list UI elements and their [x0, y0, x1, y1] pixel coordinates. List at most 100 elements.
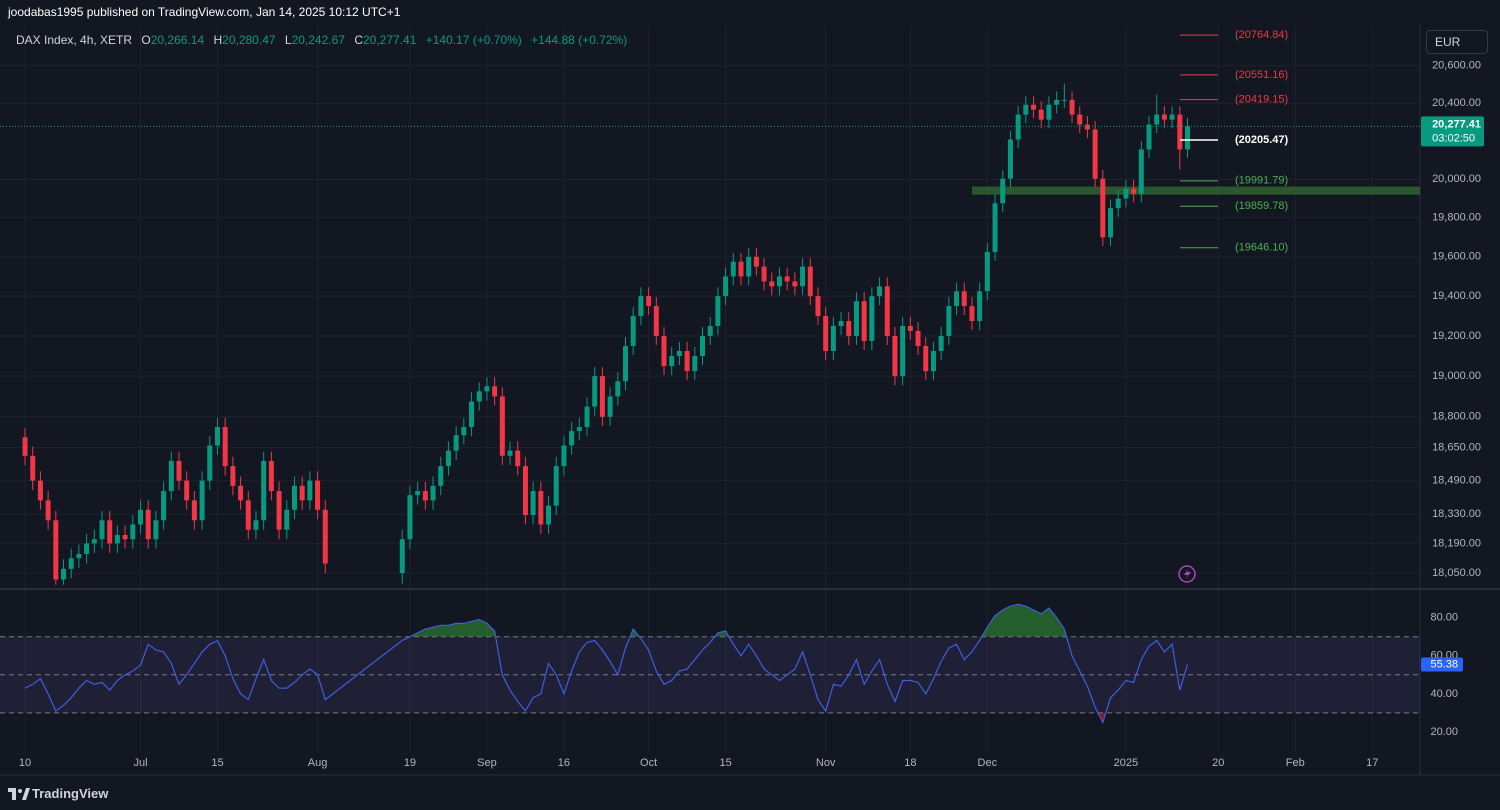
candle-body: [784, 276, 790, 282]
candle-body: [1115, 198, 1121, 209]
price-level-label: (20205.47): [1235, 134, 1289, 146]
candle-body: [1069, 99, 1075, 115]
candle-body: [977, 291, 983, 322]
candle-body: [661, 335, 667, 367]
rsi-tick-label: 20.00: [1430, 726, 1458, 738]
candle-body: [869, 296, 875, 341]
ohlc-value: 20,280.47: [222, 33, 276, 47]
candle-body: [954, 291, 960, 307]
countdown: 03:02:50: [1432, 132, 1475, 144]
candle-body: [1092, 129, 1098, 179]
x-tick-label: 15: [719, 757, 731, 769]
candle-body: [476, 391, 482, 402]
candle-body: [877, 286, 883, 297]
x-tick-label: Dec: [978, 757, 998, 769]
x-tick-label: Aug: [308, 757, 328, 769]
y-tick-label: 20,000.00: [1432, 173, 1481, 185]
y-tick-label: 19,800.00: [1432, 212, 1481, 224]
candle-body: [61, 568, 67, 580]
rsi-tick-label: 80.00: [1430, 612, 1458, 624]
candle-body: [415, 491, 421, 496]
candle-body: [315, 480, 321, 510]
axes: 10 Jul 15 Aug 19 Sep 16 Oct 15 Nov 18 Dec 2025 20 Feb 1…: [19, 29, 1484, 769]
candle-body: [184, 480, 190, 501]
candle-body: [807, 266, 813, 297]
candle-body: [776, 276, 782, 287]
candle-body: [1169, 114, 1175, 120]
candle-body: [723, 276, 729, 297]
candle-body: [915, 330, 921, 346]
candle-body: [276, 491, 282, 530]
candle-body: [1177, 114, 1183, 150]
y-tick-label: 20,400.00: [1432, 97, 1481, 109]
price-level-label: (19991.79): [1235, 175, 1288, 187]
x-tick-label: 10: [19, 757, 31, 769]
candle-body: [1185, 126, 1191, 150]
ohlc-value: 20,277.41: [362, 33, 417, 47]
candle-body: [137, 509, 144, 525]
change: +140.17 (+0.70%): [425, 33, 522, 47]
alert-icon[interactable]: [1178, 565, 1196, 583]
candle-body: [607, 396, 613, 417]
candle-body: [669, 356, 675, 367]
x-tick-label: 15: [211, 757, 223, 769]
candle-body: [599, 376, 605, 417]
candle-body: [846, 321, 852, 336]
candle-body: [738, 261, 744, 277]
candle-body: [569, 431, 575, 446]
candle-body: [699, 335, 705, 357]
candle-body: [538, 491, 544, 525]
candle-body: [638, 296, 644, 317]
price-level-label: (20764.84): [1235, 29, 1288, 41]
x-tick-label: Jul: [133, 757, 147, 769]
candle-body: [445, 450, 451, 467]
y-tick-label: 18,650.00: [1432, 441, 1481, 453]
legend: DAX Index, 4h, XETR O20,266.14 H20,280.4…: [16, 32, 627, 48]
candle-body: [1015, 114, 1021, 140]
ohlc-key: O: [141, 33, 151, 47]
candle-body: [245, 500, 251, 530]
candle-body: [592, 376, 598, 407]
y-tick-label: 18,190.00: [1432, 537, 1481, 549]
brand: TradingView: [32, 786, 109, 801]
currency-button[interactable]: EUR: [1426, 30, 1488, 54]
publisher: joodabas1995 published on TradingView.co…: [8, 5, 401, 19]
y-tick-label: 18,050.00: [1432, 567, 1481, 579]
candle-body: [161, 491, 167, 521]
candle-body: [969, 306, 975, 322]
candle-body: [1038, 109, 1044, 120]
x-tick-label: Feb: [1286, 757, 1305, 769]
candle-body: [623, 345, 629, 382]
price-level-label: (19646.10): [1235, 242, 1288, 254]
x-tick-label: 2025: [1114, 757, 1138, 769]
candle-body: [584, 406, 590, 428]
candle-body: [1154, 114, 1160, 125]
candle-body: [961, 291, 967, 307]
candle-body: [769, 281, 775, 287]
candle-body: [692, 356, 698, 372]
candle-body: [884, 286, 890, 336]
rsi-last-tag: [1421, 657, 1463, 672]
candle-body: [1138, 149, 1144, 194]
candle-body: [938, 335, 944, 351]
candle-body: [1077, 114, 1083, 125]
candle-body: [1108, 208, 1114, 238]
candle-body: [107, 520, 113, 544]
candle-body: [399, 539, 405, 574]
candle-body: [222, 427, 228, 467]
candle-body: [984, 251, 990, 292]
candle-body: [930, 350, 936, 372]
candle-body: [684, 350, 690, 372]
ohlc-key: C: [354, 33, 363, 47]
change: +144.88 (+0.72%): [531, 33, 628, 47]
candle-body: [284, 509, 290, 530]
candle-body: [91, 539, 97, 544]
candle-body: [1146, 124, 1152, 150]
candle-body: [492, 386, 498, 397]
candle-body: [1100, 178, 1106, 238]
last-price-label: 20,277.41: [1432, 118, 1481, 130]
ohlc-value: 20,242.67: [291, 33, 345, 47]
candle-body: [838, 321, 844, 326]
candle-body: [322, 509, 328, 564]
candle-body: [484, 386, 490, 392]
